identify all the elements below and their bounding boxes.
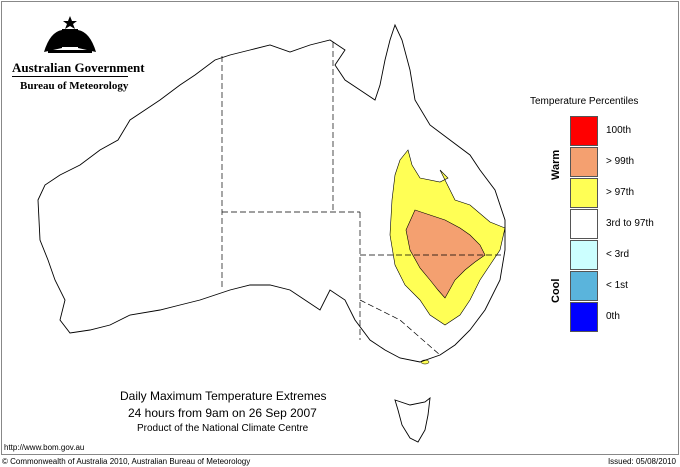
state-borders (221, 42, 502, 356)
legend-label: 3rd to 97th (606, 218, 654, 229)
copyright-notice: © Commonwealth of Australia 2010, Austra… (2, 457, 251, 466)
legend-label: < 3rd (606, 249, 630, 260)
legend-title: Temperature Percentiles (530, 96, 639, 107)
legend-label: > 99th (606, 156, 635, 167)
logo-divider (12, 76, 128, 77)
mainland-outline (37, 23, 506, 363)
map-product-note: Product of the National Climate Centre (137, 423, 309, 434)
legend-swatch (570, 302, 598, 332)
legend-swatch (570, 147, 598, 177)
orange-region-above-99th (405, 209, 486, 299)
map-subtitle: 24 hours from 9am on 26 Sep 2007 (128, 406, 317, 420)
coat-of-arms-logo (44, 16, 96, 53)
legend-swatch (570, 240, 598, 270)
legend-cool-label: Cool (550, 278, 562, 303)
legend-label: 100th (606, 125, 632, 136)
legend-label: > 97th (606, 187, 635, 198)
agency-name: Bureau of Meteorology (20, 80, 129, 92)
legend-warm-label: Warm (550, 149, 562, 180)
legend-swatch (570, 178, 598, 208)
government-name: Australian Government (12, 60, 145, 75)
legend-label: 0th (606, 311, 620, 322)
map-frame (1, 1, 679, 455)
legend-swatch (570, 116, 598, 146)
issued-date: Issued: 05/08/2010 (607, 457, 676, 466)
legend-label: < 1st (606, 280, 628, 291)
website-link[interactable]: http://www.bom.gov.au (4, 443, 85, 452)
map-title: Daily Maximum Temperature Extremes (120, 389, 327, 403)
legend-swatch (570, 209, 598, 239)
tasmania-outline (394, 396, 431, 443)
legend-swatch (570, 271, 598, 301)
